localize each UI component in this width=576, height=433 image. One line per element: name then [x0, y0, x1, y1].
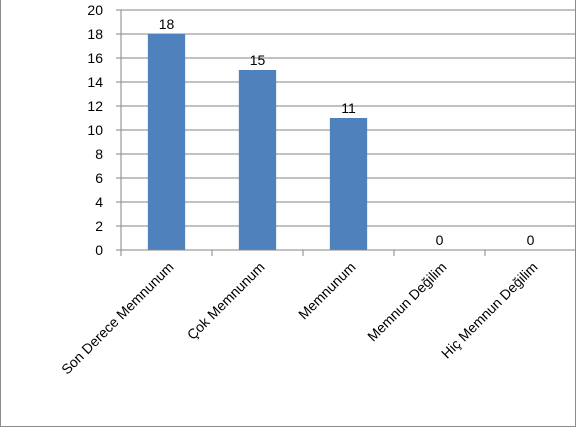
category-label: Son Derece Memnunum — [58, 259, 177, 378]
y-tick-label: 14 — [87, 74, 103, 90]
y-tick-label: 4 — [95, 194, 103, 210]
y-tick-label: 20 — [87, 2, 103, 18]
y-tick-labels: 0 2 4 6 8 10 12 14 16 18 20 — [87, 2, 103, 258]
data-labels: 18 15 11 0 0 — [159, 16, 535, 248]
category-label: Memnun Değilim — [364, 259, 450, 345]
category-label: Çok Memnunum — [184, 259, 268, 343]
category-label: Hiç Memnun Değilim — [438, 259, 541, 362]
bar — [147, 34, 186, 250]
bar — [238, 70, 277, 250]
data-label: 18 — [159, 16, 175, 32]
data-label: 11 — [341, 100, 356, 116]
category-label: Memnunum — [295, 259, 359, 323]
data-label: 0 — [436, 232, 444, 248]
y-tick-label: 10 — [87, 122, 103, 138]
y-tick-label: 8 — [95, 146, 103, 162]
y-tick-label: 18 — [87, 26, 103, 42]
y-tick-label: 2 — [95, 218, 103, 234]
y-tick-label: 12 — [87, 98, 103, 114]
bars — [147, 34, 368, 250]
axes — [116, 9, 576, 256]
category-labels: Son Derece Memnunum Çok Memnunum Memnunum M… — [58, 259, 541, 378]
bar — [329, 118, 368, 250]
y-tick-label: 0 — [95, 242, 103, 258]
y-tick-label: 6 — [95, 170, 103, 186]
y-tick-label: 16 — [87, 50, 103, 66]
data-label: 0 — [527, 232, 535, 248]
data-label: 15 — [250, 52, 266, 68]
